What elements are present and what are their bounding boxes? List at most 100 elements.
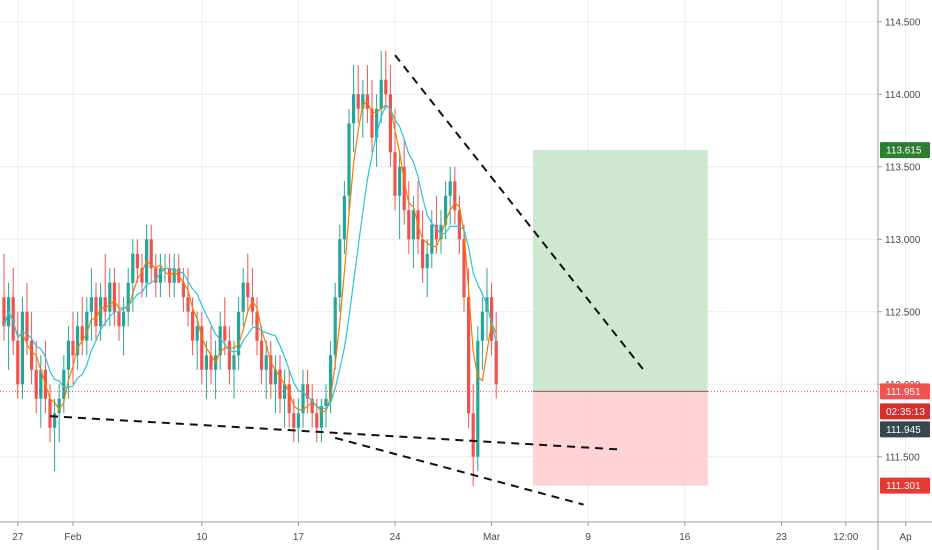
upper-trendline[interactable] [394,54,645,371]
last-price-badge: 111.945 [886,425,921,436]
time-tick-label: 23 [776,532,788,543]
candle-body [393,152,397,196]
candle-body [425,253,429,269]
time-tick-label: 17 [293,532,305,543]
candle-body [62,369,66,399]
stop-price-badge-bg [880,477,930,494]
candle-body [388,94,392,153]
price-tick-label: 111.500 [885,452,920,463]
price-tick-label: 113.500 [885,162,921,173]
candle-body [494,340,498,385]
candle-body [181,282,185,298]
candle-body [338,239,342,298]
stop-price-badge: 111.301 [886,481,921,492]
candle-body [186,297,190,312]
candle-body [306,384,310,399]
time-tick-label: Feb [64,532,82,543]
time-tick-label: 27 [12,532,24,543]
candle-body [66,340,70,370]
candle-body [204,355,208,370]
candle-body [2,297,6,327]
trendline-drawings[interactable] [49,54,645,506]
lower-support-flat[interactable] [49,415,621,451]
candle-body [250,297,254,312]
time-tick-label: 24 [389,532,401,543]
candle-body [384,79,388,95]
candle-body [135,253,139,269]
candle-body [11,297,15,341]
candle-body [172,268,176,283]
candle-body [352,94,356,124]
candle-body [48,398,52,428]
candle-body [356,94,360,109]
moving-average-slow [3,104,497,410]
candle-body [191,311,195,341]
candle-body [301,384,305,414]
candle-body [80,326,84,341]
target-price-badge: 113.615 [886,146,922,157]
candle-body [310,398,314,414]
candle-body [421,239,425,269]
candle-body [39,369,43,399]
candle-body [407,210,411,240]
profit-zone[interactable] [533,150,708,392]
candle-body [126,282,130,312]
loss-zone[interactable] [533,391,708,486]
candle-body [122,311,126,327]
candle-body [89,297,93,312]
candle-body [273,369,277,385]
candle-body [53,413,57,428]
moving-average-fast [3,100,497,412]
lower-support-steep[interactable] [334,436,584,506]
candle-body [223,326,227,341]
candle-body [30,340,34,370]
countdown-badge-bg [880,403,930,420]
candle-body [315,413,319,428]
candle-body [117,311,121,327]
current-price-badge-bg [880,383,930,400]
candle-body [154,268,158,283]
countdown-badge: 02:35:13 [886,407,925,418]
candle-body [402,166,406,211]
candle-body [149,239,153,269]
candle-body [34,369,38,399]
candle-body [131,253,135,283]
candle-body [103,297,107,312]
candle-body [292,413,296,428]
candle-body [430,224,434,254]
candle-body [112,282,116,312]
candle-body [434,224,438,240]
candle-body [269,355,273,385]
time-tick-label: 16 [679,532,691,543]
candle-body [195,326,199,341]
candle-body [227,340,231,370]
candle-body [375,108,379,138]
candle-body [283,384,287,399]
time-tick-label: 9 [585,532,591,543]
candle-body [361,94,365,109]
price-tick-label: 113.000 [885,235,921,246]
time-tick-label: 12:00 [833,532,858,543]
candle-body [329,355,333,399]
target-price-badge-bg [880,142,930,159]
candle-body [439,224,443,240]
candle-body [25,311,29,341]
candle-body [370,108,374,138]
candle-body [467,297,471,414]
candle-body [287,384,291,414]
candle-body [342,195,346,240]
candle-body [99,297,103,327]
candle-body [260,340,264,370]
candle-body [471,413,475,457]
candle-body [71,340,75,356]
price-tick-label: 114.500 [885,17,921,28]
candle-body [16,340,20,385]
candle-body [246,282,250,298]
position-zones[interactable] [533,150,708,486]
candle-body [218,326,222,356]
candle-body [94,297,98,327]
candle-body [232,355,236,370]
candle-body [296,413,300,428]
